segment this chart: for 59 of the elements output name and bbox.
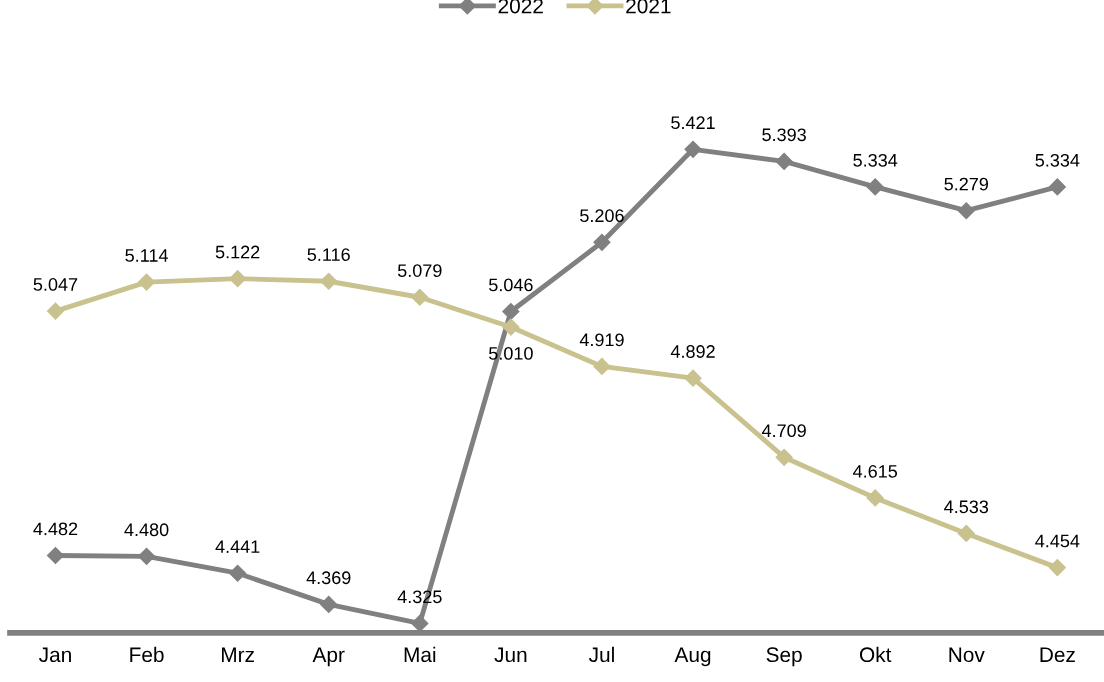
point	[775, 152, 793, 170]
data-label: 5.122	[215, 245, 260, 259]
x-tick-label: Dez	[1040, 647, 1075, 663]
point	[229, 270, 247, 288]
x-tick-label: Mai	[404, 646, 436, 663]
data-label: 4.615	[853, 464, 898, 478]
point	[684, 369, 702, 387]
data-label: 5.279	[944, 177, 989, 191]
data-label: 5.114	[125, 249, 168, 262]
data-label: 4.480	[124, 523, 169, 537]
data-label: 4.325	[397, 590, 442, 604]
point	[46, 302, 65, 320]
x-tick-label: Okt	[859, 646, 892, 663]
point	[866, 178, 884, 196]
x-tick-label: Jul	[588, 646, 614, 663]
point	[957, 524, 975, 542]
point	[411, 288, 429, 306]
data-label: 5.079	[397, 264, 442, 277]
point	[1048, 559, 1066, 577]
x-tick-label: Mrz	[221, 647, 254, 662]
point	[502, 302, 520, 321]
point	[138, 273, 156, 291]
point	[229, 564, 247, 582]
data-label: 5.393	[762, 128, 806, 142]
point	[684, 140, 702, 158]
x-tick-label: Nov	[949, 647, 985, 663]
x-tick-label: Sep	[766, 647, 802, 667]
point	[1048, 178, 1066, 196]
data-label: 5.047	[33, 278, 78, 291]
point	[957, 202, 975, 220]
data-label: 5.010	[489, 347, 533, 360]
point	[320, 595, 338, 613]
x-tick-label: Apr	[312, 647, 345, 667]
point	[320, 272, 338, 290]
data-label: 4.441	[215, 540, 260, 553]
x-tick-label: Aug	[674, 647, 711, 667]
data-label: 5.334	[853, 153, 898, 167]
x-tick-label: Jun	[494, 647, 527, 663]
data-label: 4.482	[33, 522, 78, 536]
data-label: 4.709	[761, 424, 806, 438]
point	[775, 448, 793, 466]
data-label: 5.334	[1035, 153, 1080, 167]
data-label: 5.116	[307, 248, 350, 261]
data-label: 4.919	[579, 333, 624, 347]
point	[593, 357, 611, 376]
data-label: 5.421	[671, 116, 715, 130]
point	[593, 233, 611, 251]
data-label: 4.892	[670, 345, 715, 358]
point	[502, 318, 520, 336]
x-tick-label: Feb	[130, 646, 164, 663]
x-tick-label: Jan	[39, 647, 71, 663]
data-label: 4.454	[1035, 534, 1080, 548]
point	[866, 489, 884, 507]
point	[138, 547, 156, 565]
point	[411, 614, 429, 632]
data-label: 4.369	[306, 571, 351, 585]
data-label: 4.533	[944, 500, 989, 514]
data-label: 5.206	[580, 209, 624, 223]
data-label: 5.046	[489, 278, 533, 292]
